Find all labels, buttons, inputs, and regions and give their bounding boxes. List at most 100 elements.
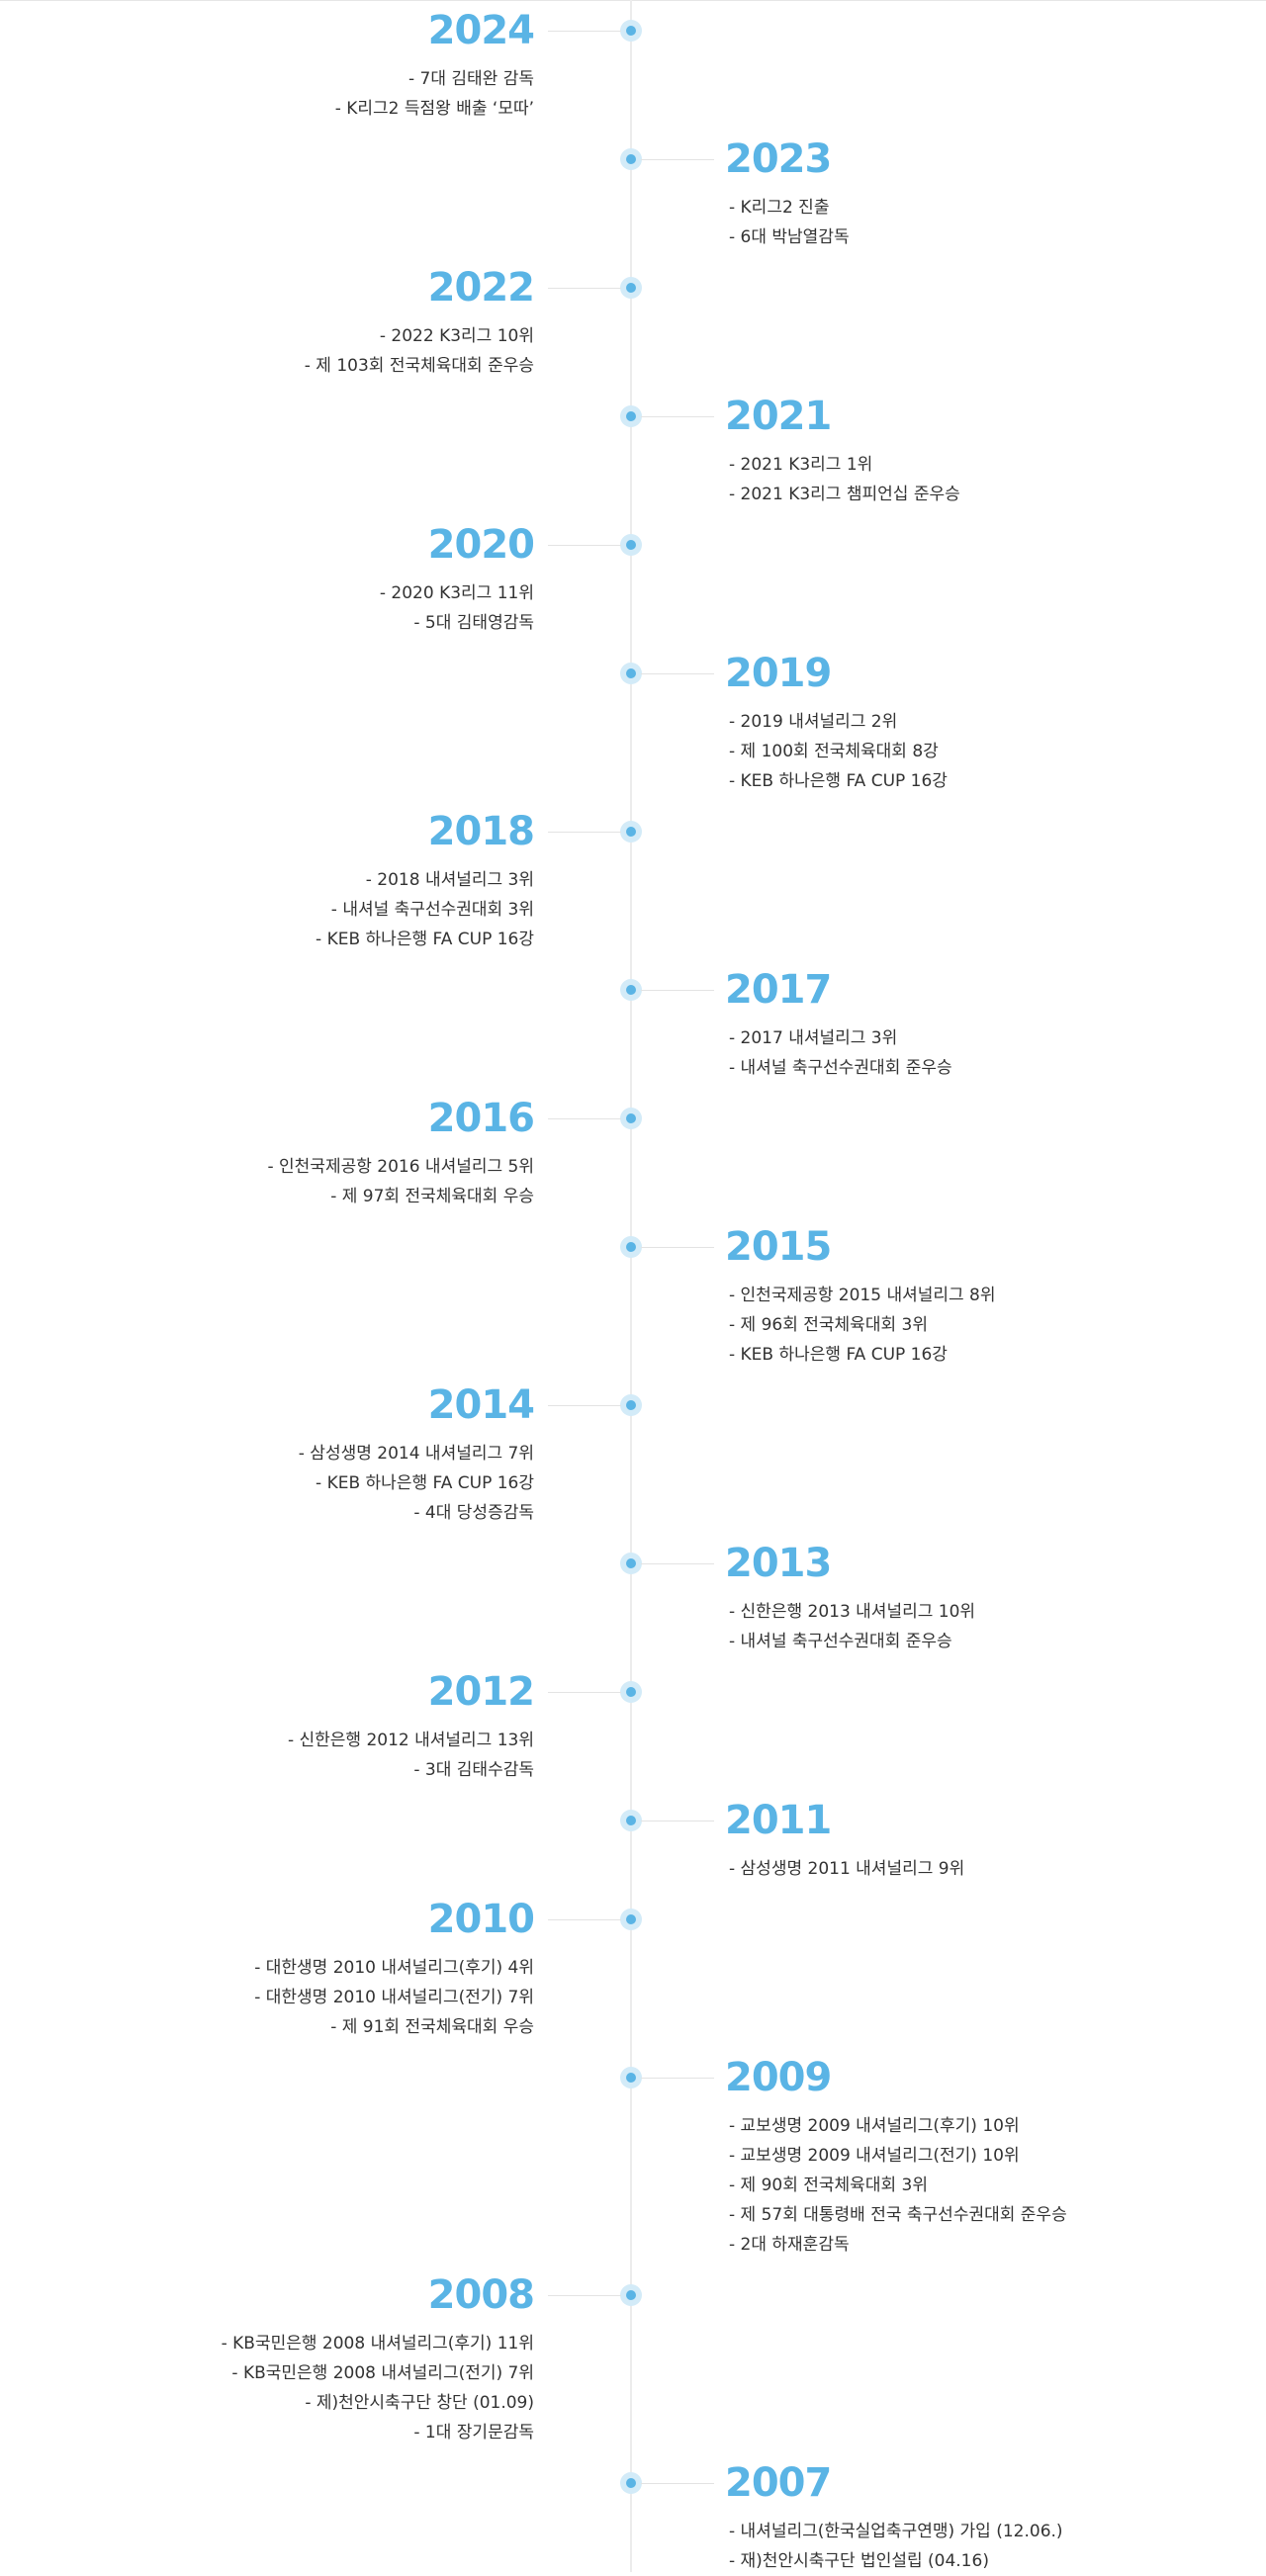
connector — [548, 1405, 621, 1406]
event-item: - 2022 K3리그 10위 — [379, 326, 534, 346]
connector — [641, 990, 714, 991]
year-label: 2019 — [725, 651, 832, 696]
timeline-dot — [620, 148, 642, 170]
year-label: 2023 — [725, 136, 832, 182]
connector — [641, 673, 714, 674]
event-item: - 내셔널리그(한국실업축구연맹) 가입 (12.06.) — [729, 2522, 1063, 2541]
timeline-dot — [620, 1909, 642, 1930]
connector — [548, 288, 621, 289]
event-item: - KEB 하나은행 FA CUP 16강 — [316, 1473, 534, 1493]
connector — [548, 1118, 621, 1119]
event-item: - KEB 하나은행 FA CUP 16강 — [316, 930, 534, 949]
timeline-dot — [620, 534, 642, 556]
connector — [641, 2483, 714, 2484]
event-item: - KB국민은행 2008 내셔널리그(후기) 11위 — [221, 2334, 534, 2354]
timeline-dot — [620, 1394, 642, 1416]
connector — [548, 2295, 621, 2296]
year-label: 2007 — [725, 2460, 832, 2506]
connector — [548, 832, 621, 833]
event-item: - 제 103회 전국체육대회 준우승 — [304, 356, 534, 376]
connector — [548, 545, 621, 546]
year-label: 2016 — [427, 1096, 535, 1141]
timeline-axis — [630, 0, 632, 2572]
year-label: 2013 — [725, 1541, 832, 1586]
event-item: - 7대 김태완 감독 — [407, 69, 534, 89]
event-item: - 신한은행 2012 내셔널리그 13위 — [287, 1731, 534, 1750]
year-label: 2017 — [725, 967, 832, 1013]
connector — [641, 416, 714, 417]
event-item: - KEB 하나은행 FA CUP 16강 — [729, 771, 948, 791]
event-item: - 6대 박남열감독 — [729, 227, 850, 247]
event-item: - K리그2 진출 — [729, 198, 830, 218]
year-label: 2018 — [427, 809, 535, 854]
year-label: 2012 — [427, 1669, 535, 1715]
event-item: - 제 57회 대통령배 전국 축구선수권대회 준우승 — [729, 2205, 1067, 2225]
event-item: - 제 91회 전국체육대회 우승 — [330, 2017, 534, 2037]
year-label: 2021 — [725, 394, 832, 439]
connector — [641, 159, 714, 160]
timeline-dot — [620, 1553, 642, 1574]
event-item: - 내셔널 축구선수권대회 준우승 — [729, 1632, 952, 1651]
event-item: - 2021 K3리그 챔피언십 준우승 — [729, 485, 960, 504]
timeline-dot — [620, 405, 642, 427]
year-label: 2010 — [427, 1897, 535, 1942]
event-item: - 대한생명 2010 내셔널리그(후기) 4위 — [254, 1958, 534, 1978]
event-item: - 2021 K3리그 1위 — [729, 455, 873, 475]
event-item: - 2020 K3리그 11위 — [379, 583, 534, 603]
timeline-dot — [620, 2284, 642, 2306]
connector — [548, 31, 621, 32]
event-item: - 3대 김태수감독 — [413, 1760, 534, 1780]
event-item: - 제 96회 전국체육대회 3위 — [729, 1315, 928, 1335]
connector — [641, 1563, 714, 1564]
event-item: - 교보생명 2009 내셔널리그(전기) 10위 — [729, 2146, 1020, 2166]
timeline-dot — [620, 2067, 642, 2088]
event-item: - 내셔널 축구선수권대회 3위 — [330, 900, 534, 920]
year-label: 2011 — [725, 1798, 832, 1843]
year-label: 2022 — [427, 265, 535, 311]
event-item: - 제 97회 전국체육대회 우승 — [330, 1187, 534, 1206]
top-rule — [0, 0, 1266, 1]
year-label: 2008 — [427, 2272, 535, 2318]
year-label: 2014 — [427, 1382, 535, 1428]
event-item: - 제 90회 전국체육대회 3위 — [729, 2176, 928, 2195]
event-item: - 2017 내셔널리그 3위 — [729, 1028, 898, 1048]
timeline-dot — [620, 2472, 642, 2494]
event-item: - 재)천안시축구단 법인설립 (04.16) — [729, 2551, 989, 2571]
event-item: - 제 100회 전국체육대회 8강 — [729, 742, 939, 761]
connector — [548, 1692, 621, 1693]
event-item: - K리그2 득점왕 배출 ‘모따’ — [334, 99, 534, 119]
timeline-dot — [620, 1810, 642, 1831]
event-item: - 5대 김태영감독 — [413, 613, 534, 633]
event-item: - 2018 내셔널리그 3위 — [365, 870, 534, 890]
event-item: - 제)천안시축구단 창단 (01.09) — [305, 2393, 534, 2413]
event-item: - 내셔널 축구선수권대회 준우승 — [729, 1058, 952, 1078]
year-label: 2009 — [725, 2055, 832, 2100]
timeline-dot — [620, 20, 642, 42]
event-item: - 1대 장기문감독 — [413, 2423, 534, 2443]
timeline-dot — [620, 1108, 642, 1129]
timeline-dot — [620, 277, 642, 299]
event-item: - 대한생명 2010 내셔널리그(전기) 7위 — [254, 1988, 534, 2007]
event-item: - 교보생명 2009 내셔널리그(후기) 10위 — [729, 2116, 1020, 2136]
event-item: - 2대 하재훈감독 — [729, 2235, 850, 2255]
timeline-dot — [620, 663, 642, 684]
event-item: - 삼성생명 2014 내셔널리그 7위 — [298, 1444, 534, 1464]
event-item: - 인천국제공항 2015 내셔널리그 8위 — [729, 1286, 996, 1305]
event-item: - 4대 당성증감독 — [413, 1503, 534, 1523]
event-item: - 인천국제공항 2016 내셔널리그 5위 — [267, 1157, 534, 1177]
connector — [641, 2078, 714, 2079]
year-label: 2024 — [427, 8, 535, 53]
year-label: 2015 — [725, 1224, 832, 1270]
connector — [641, 1247, 714, 1248]
event-item: - 삼성생명 2011 내셔널리그 9위 — [729, 1859, 965, 1879]
event-item: - KB국민은행 2008 내셔널리그(전기) 7위 — [231, 2363, 534, 2383]
timeline-dot — [620, 1681, 642, 1703]
connector — [548, 1919, 621, 1920]
year-label: 2020 — [427, 522, 535, 568]
timeline-dot — [620, 821, 642, 843]
event-item: - 신한은행 2013 내셔널리그 10위 — [729, 1602, 976, 1622]
event-item: - 2019 내셔널리그 2위 — [729, 712, 898, 732]
timeline-dot — [620, 1236, 642, 1258]
